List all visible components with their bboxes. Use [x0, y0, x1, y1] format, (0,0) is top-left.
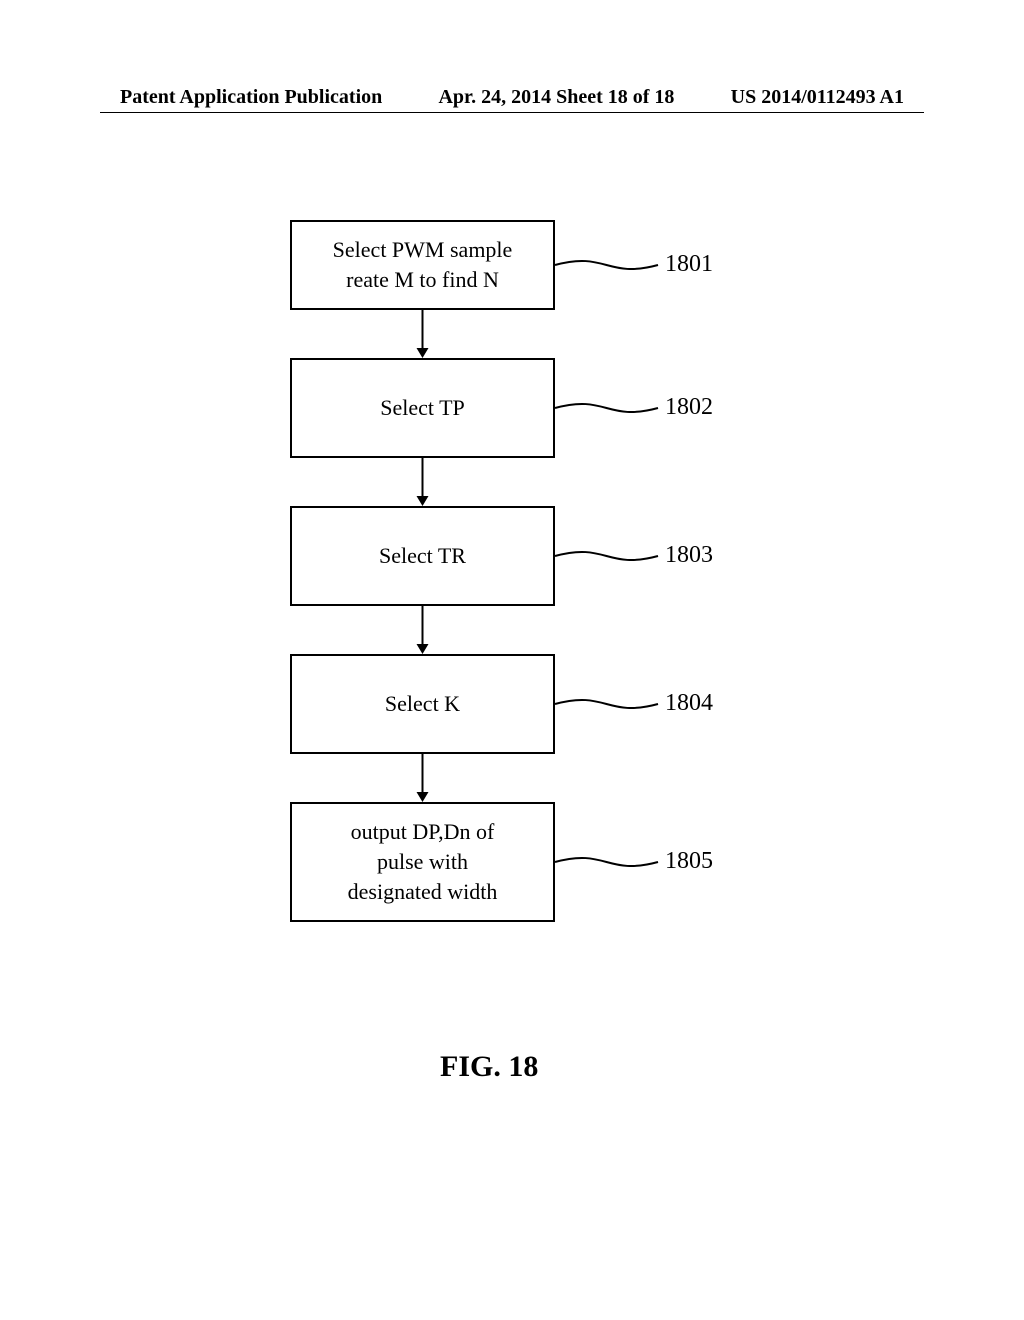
arrow-n4-n5 — [0, 200, 1024, 1100]
header-center: Apr. 24, 2014 Sheet 18 of 18 — [438, 86, 674, 109]
header-rule — [100, 112, 924, 113]
figure-caption: FIG. 18 — [440, 1050, 538, 1084]
flowchart: Select PWM samplereate M to find N1801Se… — [0, 200, 1024, 1100]
page-header: Patent Application Publication Apr. 24, … — [0, 86, 1024, 109]
header-right: US 2014/0112493 A1 — [731, 86, 904, 109]
header-left: Patent Application Publication — [120, 86, 382, 109]
